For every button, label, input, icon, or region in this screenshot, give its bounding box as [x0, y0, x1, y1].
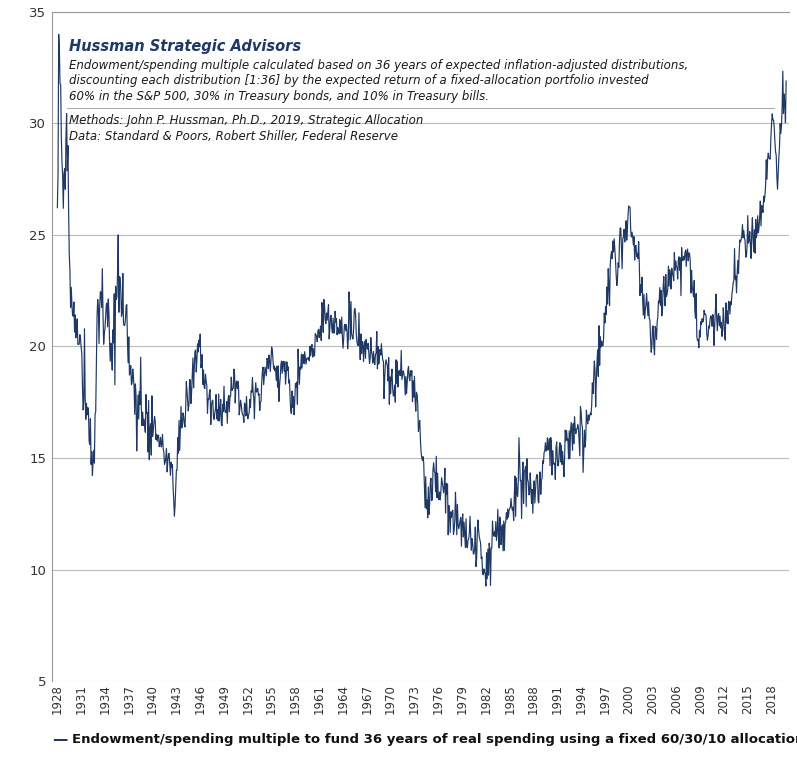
- Text: Endowment/spending multiple to fund 36 years of real spending using a fixed 60/3: Endowment/spending multiple to fund 36 y…: [72, 734, 797, 746]
- Text: Methods: John P. Hussman, Ph.D., 2019, Strategic Allocation: Methods: John P. Hussman, Ph.D., 2019, S…: [69, 114, 424, 128]
- Text: Data: Standard & Poors, Robert Shiller, Federal Reserve: Data: Standard & Poors, Robert Shiller, …: [69, 130, 398, 143]
- Text: Endowment/spending multiple calculated based on 36 years of expected inflation-a: Endowment/spending multiple calculated b…: [69, 59, 689, 71]
- Text: —: —: [52, 732, 67, 748]
- Text: Hussman Strategic Advisors: Hussman Strategic Advisors: [69, 38, 301, 53]
- Text: 60% in the S&P 500, 30% in Treasury bonds, and 10% in Treasury bills.: 60% in the S&P 500, 30% in Treasury bond…: [69, 90, 489, 103]
- Text: discounting each distribution [1:36] by the expected return of a fixed-allocatio: discounting each distribution [1:36] by …: [69, 74, 649, 87]
